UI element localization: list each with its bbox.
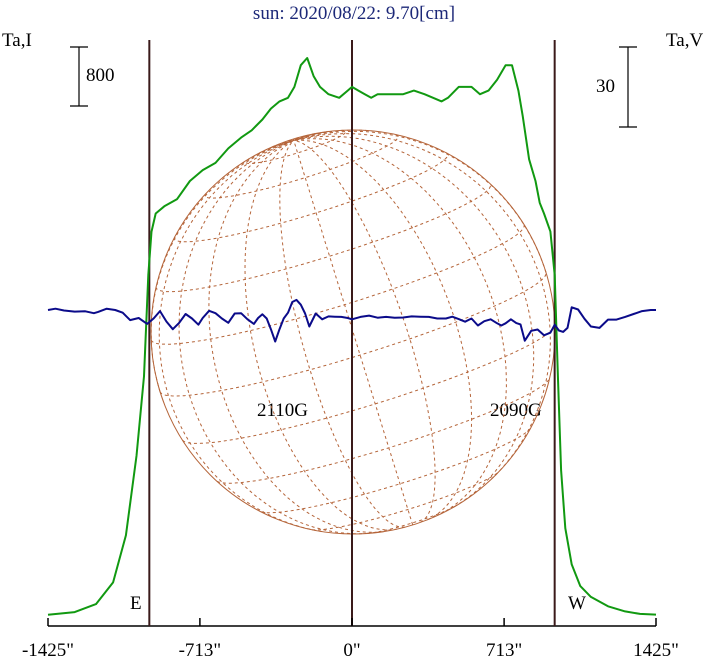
longitude-line [150, 139, 294, 392]
longitude-line [293, 137, 299, 141]
longitude-line [293, 133, 551, 480]
longitude-line [293, 140, 414, 525]
annotation-2090G: 2090G [490, 400, 542, 421]
series-layer [47, 57, 657, 616]
east-limb-label: E [130, 593, 142, 614]
stokes-v-curve [47, 298, 656, 343]
stokes-i-curve [47, 57, 657, 616]
longitude-line [293, 130, 547, 273]
latitude-line [150, 224, 525, 345]
solar-disk-grid [150, 129, 556, 535]
latitude-line [159, 272, 547, 397]
longitude-line [259, 139, 294, 154]
longitude-line [293, 139, 473, 521]
latitude-line [311, 471, 499, 531]
chart-title: sun: 2020/08/22: 9.70[cm] [252, 3, 456, 24]
latitude-line [155, 183, 492, 293]
longitude-line [293, 139, 436, 523]
latitude-line [260, 427, 531, 514]
longitude-line [208, 139, 384, 533]
west-limb-label: W [568, 593, 586, 614]
longitude-line [293, 135, 304, 141]
right-scale-bar-label: 30 [596, 76, 615, 97]
x-tick-label: 1425" [633, 640, 679, 661]
longitude-line [293, 138, 507, 515]
longitude-line [158, 139, 323, 533]
latitude-line [366, 505, 456, 534]
longitude-line [244, 139, 398, 531]
left-axis-label: Ta,I [2, 30, 32, 51]
x-tick-label: 713" [486, 640, 522, 661]
longitude-line [293, 129, 374, 141]
right-axis-label: Ta,V [666, 30, 704, 51]
longitude-line [221, 139, 294, 179]
latitude-line [245, 129, 347, 164]
latitude-line [182, 325, 556, 444]
x-tick-label: 0" [343, 640, 360, 661]
x-tick-label: -713" [179, 640, 222, 661]
latitude-line [204, 134, 399, 199]
plot-frame [47, 40, 657, 627]
longitude-line [293, 135, 535, 508]
longitude-line [279, 140, 405, 528]
longitude-line [178, 139, 368, 535]
latitude-line [174, 152, 449, 243]
x-tick-labels: -1425" -713" 0" 713" 1425" [22, 640, 679, 661]
annotation-2110G: 2110G [257, 400, 309, 421]
longitude-line [293, 130, 330, 141]
x-tick-label: -1425" [22, 640, 74, 661]
left-scale-bar-label: 800 [86, 65, 115, 86]
